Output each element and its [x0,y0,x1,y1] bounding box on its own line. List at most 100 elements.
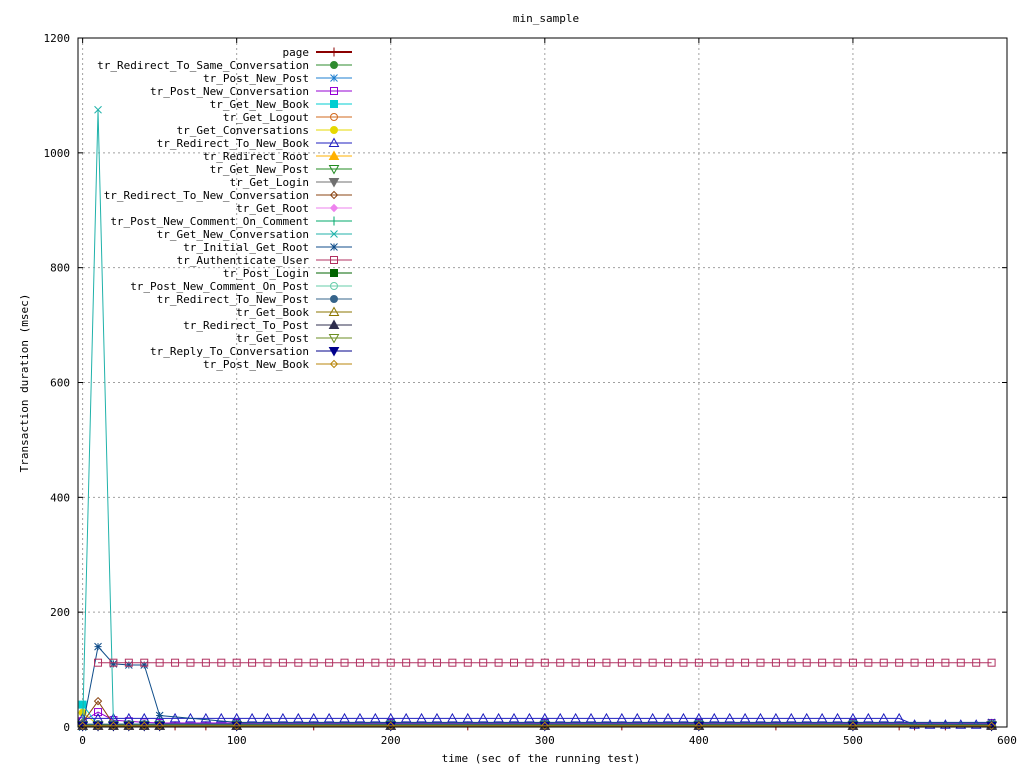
legend-item: tr_Post_New_Book [203,358,352,371]
legend-marker [330,295,338,303]
legend-item: page [283,46,352,59]
data-point [494,658,503,667]
data-point [756,658,765,667]
data-point [818,658,827,667]
x-axis-label: time (sec of the running test) [442,752,641,765]
data-point [477,712,489,723]
data-point [832,712,843,723]
data-point [308,712,320,723]
legend-label: tr_Post_New_Comment_On_Comment [110,215,309,228]
series-24 [78,721,996,731]
data-point [169,712,181,723]
data-point [171,658,180,667]
legend-label: tr_Get_Login [230,176,309,189]
data-point [848,721,858,731]
data-point [339,712,350,723]
data-point [662,712,674,723]
legend-label: tr_Get_New_Post [210,163,309,176]
data-point [987,658,996,667]
data-point [833,658,842,667]
data-point [109,658,118,667]
x-tick-label: 500 [843,734,863,747]
data-point [386,658,395,667]
legend-label: tr_Post_Login [223,267,309,280]
legend-marker [328,334,340,344]
legend-label: tr_Redirect_To_New_Book [157,137,310,150]
legend-item: tr_Get_Post [236,332,352,345]
chart-title: min_sample [513,12,579,25]
data-point [155,658,164,667]
data-point [402,658,411,667]
data-point [262,712,273,723]
data-point [956,658,965,667]
data-point [602,658,611,667]
legend-label: tr_Post_New_Conversation [150,85,309,98]
legend-label: tr_Authenticate_User [177,254,310,267]
data-point [479,658,488,667]
data-point [386,721,395,731]
data-point [710,658,719,667]
data-point [724,712,736,723]
legend-item: tr_Get_New_Conversation [157,228,352,241]
data-point [340,658,349,667]
data-point [294,658,303,667]
legend-marker [329,47,339,57]
legend-item: tr_Authenticate_User [177,254,352,267]
data-point [633,658,642,667]
data-point [263,658,272,667]
legend-item: tr_Post_New_Comment_On_Post [130,280,352,293]
y-tick-label: 0 [63,721,70,734]
legend-marker [330,100,338,108]
data-point [708,712,720,723]
legend-item: tr_Redirect_To_Post [183,319,352,332]
data-point [140,658,149,667]
data-point [325,658,334,667]
legend-label: page [283,46,310,59]
data-point [431,712,443,723]
x-tick-label: 300 [535,734,555,747]
data-point [895,658,904,667]
data-point [862,712,874,723]
data-point [617,658,626,667]
data-point [601,712,612,723]
data-point [925,658,934,667]
data-point [848,658,857,667]
data-point [201,658,210,667]
data-point [787,658,796,667]
data-point [416,712,427,723]
data-point [570,712,581,723]
legend-marker [328,137,340,147]
data-point [739,712,751,723]
legend-item: tr_Post_Login [223,267,352,280]
data-point [585,712,597,723]
data-point [217,658,226,667]
axis-ticks: 0 200 400 600 800 1000 1200 0 100 200 300 400 500 600 [44,32,1017,747]
data-point [725,658,734,667]
x-tick-label: 400 [689,734,709,747]
data-point [987,721,996,731]
x-tick-label: 200 [381,734,401,747]
data-point [155,721,164,731]
series-16 [94,658,996,667]
data-point [616,712,628,723]
legend-item: tr_Get_Book [236,306,352,319]
legend-label: tr_Redirect_Root [203,150,309,163]
data-point [94,708,103,717]
data-point [448,658,457,667]
series-line [82,109,992,728]
data-point [278,658,287,667]
legend-marker [330,269,338,277]
data-point [741,658,750,667]
data-point [664,658,673,667]
data-point [802,658,811,667]
legend-label: tr_Get_Post [236,332,309,345]
legend-marker [330,282,338,290]
data-point [587,658,596,667]
legend-marker [329,359,339,369]
data-point [277,712,289,723]
data-point [371,658,380,667]
data-point [755,712,766,723]
y-tick-label: 1200 [44,32,71,45]
data-point [525,658,534,667]
